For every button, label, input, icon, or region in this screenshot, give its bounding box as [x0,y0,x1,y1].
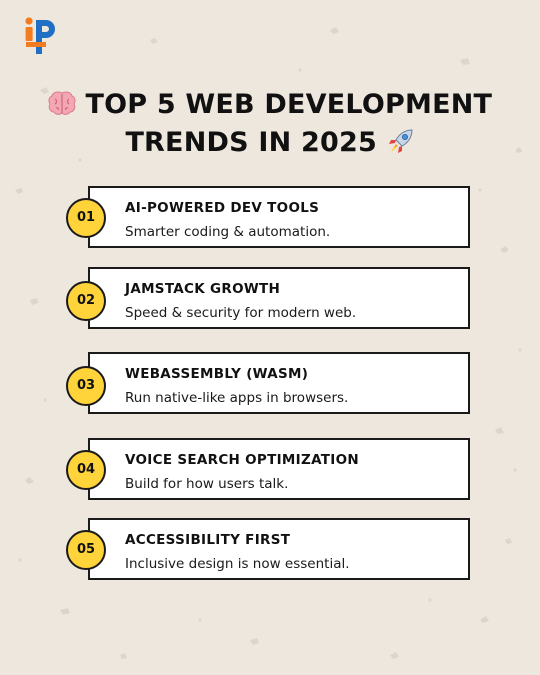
page-title: TOP 5 WEB DEVELOPMENT TRENDS IN 2025 [0,86,540,162]
title-text-line-1: TOP 5 WEB DEVELOPMENT [85,89,493,120]
trend-card-2: JAMSTACK GROWTH Speed & security for mod… [88,267,470,329]
title-text-line-2: TRENDS IN 2025 [125,127,377,158]
trend-title: JAMSTACK GROWTH [125,281,281,297]
trend-number-badge: 04 [66,450,106,490]
rocket-emoji-icon [388,128,413,153]
trend-title: WEBASSEMBLY (WASM) [125,366,309,382]
trend-card-4: VOICE SEARCH OPTIMIZATION Build for how … [88,438,470,500]
trend-number-badge: 05 [66,530,106,570]
title-line-1: TOP 5 WEB DEVELOPMENT [0,86,540,124]
trend-number-badge: 02 [66,281,106,321]
trend-number-badge: 03 [66,366,106,406]
trend-title: AI-POWERED DEV TOOLS [125,200,320,216]
trend-card-5: ACCESSIBILITY FIRST Inclusive design is … [88,518,470,580]
trend-description: Smarter coding & automation. [125,224,331,240]
trend-card-1: AI-POWERED DEV TOOLS Smarter coding & au… [88,186,470,248]
trend-title: VOICE SEARCH OPTIMIZATION [125,452,359,468]
trend-description: Speed & security for modern web. [125,305,357,321]
trend-title: ACCESSIBILITY FIRST [125,532,291,548]
trend-description: Run native-like apps in browsers. [125,390,349,406]
trend-description: Inclusive design is now essential. [125,556,350,572]
trend-card-3: WEBASSEMBLY (WASM) Run native-like apps … [88,352,470,414]
trend-number-badge: 01 [66,198,106,238]
ip-brand-logo-icon [25,17,55,54]
brain-emoji-icon [48,91,76,115]
title-line-2: TRENDS IN 2025 [0,124,540,162]
trend-description: Build for how users talk. [125,476,289,492]
